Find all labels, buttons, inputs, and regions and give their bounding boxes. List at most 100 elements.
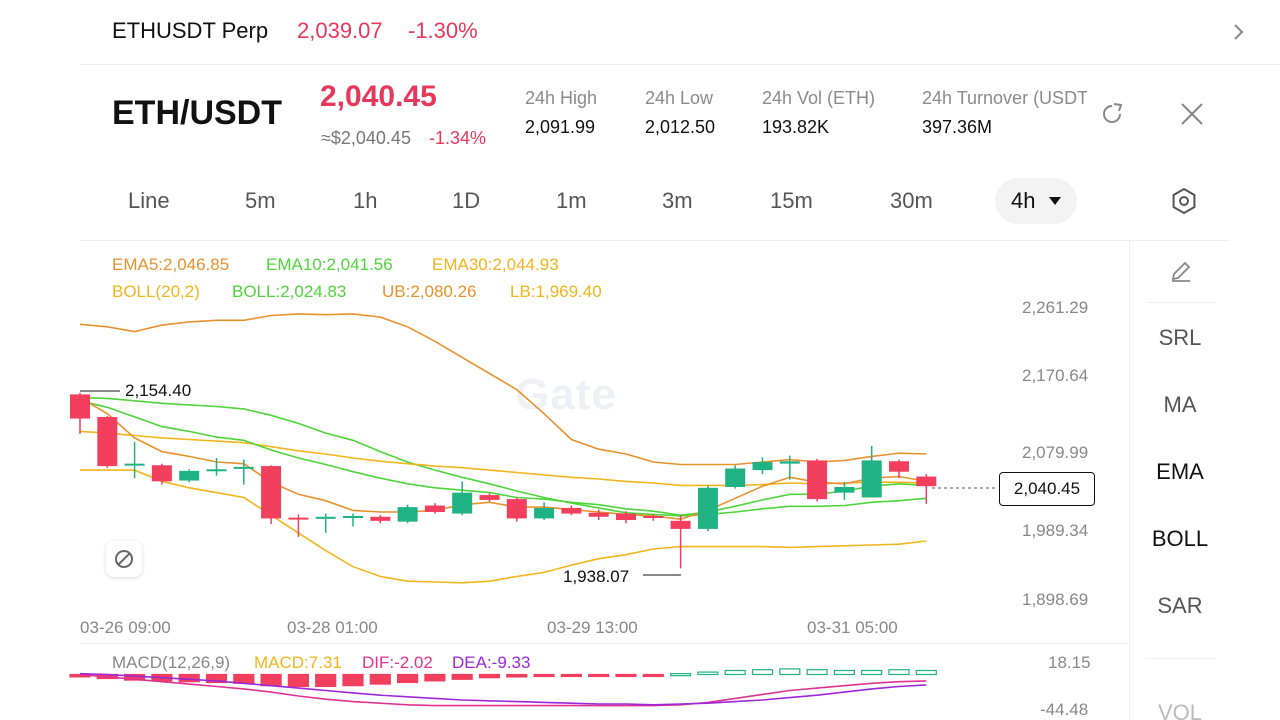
candle-body — [97, 416, 118, 467]
legend-ema5: EMA5:2,046.85 — [112, 255, 230, 274]
candle-body — [752, 462, 773, 471]
candle-body — [124, 463, 145, 466]
contract-change: -1.30% — [408, 18, 478, 43]
top-bar[interactable]: ETHUSDT Perp 2,039.07 -1.30% — [0, 0, 1280, 64]
boll-mid-line — [79, 396, 927, 517]
ema10-line — [79, 400, 927, 517]
macd-bar — [861, 669, 883, 676]
last-price: 2,040.45 — [320, 80, 437, 113]
share-icon[interactable] — [1098, 100, 1126, 128]
stat-high: 24h High 2,091.99 — [525, 88, 598, 137]
macd-bar — [888, 669, 910, 676]
close-icon[interactable] — [1178, 100, 1206, 128]
contract-price: 2,039.07 — [297, 18, 383, 43]
candle-body — [179, 470, 200, 481]
macd-y-tick: 18.15 — [1048, 653, 1091, 672]
tab-line[interactable]: Line — [128, 188, 170, 213]
legend-ub: UB:2,080.26 — [382, 282, 477, 301]
candle-body — [261, 466, 282, 519]
divider — [80, 64, 1280, 65]
macd-bar — [697, 671, 719, 676]
tab-3m[interactable]: 3m — [662, 188, 693, 213]
tab-5m[interactable]: 5m — [245, 188, 276, 213]
macd-bar — [560, 673, 583, 678]
tab-30m[interactable]: 30m — [890, 188, 933, 213]
dea-line — [79, 672, 927, 706]
divider — [80, 643, 1128, 644]
candle-body — [670, 520, 691, 529]
legend-lb: LB:1,969.40 — [510, 282, 602, 301]
ema5-line — [79, 396, 927, 521]
x-tick: 03-31 05:00 — [807, 618, 898, 637]
macd-bar — [342, 673, 364, 687]
candle-body — [424, 505, 445, 512]
gate-watermark: Gate — [515, 370, 617, 419]
tab-4h-selected[interactable]: 4h — [995, 178, 1077, 224]
settings-icon[interactable] — [1169, 186, 1199, 216]
stat-volume: 24h Vol (ETH) 193.82K — [762, 88, 876, 137]
indicator-sar[interactable]: SAR — [1157, 593, 1203, 618]
tab-15m[interactable]: 15m — [770, 188, 813, 213]
candle-body — [561, 507, 582, 514]
x-tick: 03-26 09:00 — [80, 618, 171, 637]
macd-bar — [315, 673, 337, 688]
indicator-srl[interactable]: SRL — [1158, 325, 1202, 350]
tab-1m[interactable]: 1m — [556, 188, 587, 213]
candle-body — [916, 476, 937, 487]
macd-bar — [833, 669, 856, 676]
candle-body — [616, 513, 636, 521]
candle-body — [861, 460, 882, 498]
pair-title: ETH/USDT — [112, 94, 282, 132]
macd-bar — [642, 673, 664, 678]
x-tick: 03-28 01:00 — [287, 618, 378, 637]
candle-body — [479, 495, 500, 500]
stat-low: 24h Low 2,012.50 — [645, 88, 716, 137]
chevron-right-icon[interactable] — [1226, 20, 1250, 44]
indicator-sidebar: SRL MA EMA BOLL SAR VOL — [1129, 240, 1231, 720]
candle-body — [452, 492, 473, 514]
indicator-boll[interactable]: BOLL — [1151, 526, 1209, 551]
macd-bar — [369, 673, 391, 685]
macd-bar — [424, 673, 446, 682]
macd-bar — [669, 673, 692, 677]
macd-bar — [751, 669, 774, 676]
chart-tool-button[interactable] — [106, 541, 142, 577]
macd-bar — [806, 669, 828, 676]
candle-body — [725, 468, 746, 488]
approx-usd: ≈$2,040.45 — [321, 128, 411, 148]
y-tick: 1,898.69 — [1022, 590, 1089, 609]
tab-1h[interactable]: 1h — [353, 188, 378, 213]
indicator-vol[interactable]: VOL — [1157, 700, 1203, 720]
candle-body — [397, 507, 418, 522]
indicator-ema[interactable]: EMA — [1156, 459, 1204, 484]
macd-bar — [178, 673, 200, 683]
legend-ema30: EMA30:2,044.93 — [432, 255, 559, 274]
macd-bar — [205, 673, 228, 684]
macd-bar — [478, 673, 501, 679]
contract-symbol[interactable]: ETHUSDT Perp — [112, 18, 269, 43]
low-label: 1,938.07 — [563, 567, 630, 586]
current-price-tag: 2,040.45 — [999, 472, 1095, 506]
candle-body — [834, 487, 855, 493]
legend-dea: DEA:-9.33 — [452, 653, 531, 672]
candle-body — [206, 469, 227, 472]
candle-body — [343, 515, 363, 518]
candle-body — [643, 515, 664, 518]
macd-bar — [779, 668, 801, 676]
indicator-ma[interactable]: MA — [1163, 392, 1197, 417]
legend-dif: DIF:-2.02 — [362, 653, 433, 672]
boll-upper-line — [79, 313, 927, 466]
boll-lower-line — [80, 469, 927, 584]
candlestick-chart[interactable] — [0, 240, 1128, 720]
macd-bar — [397, 673, 419, 684]
y-tick: 2,261.29 — [1022, 298, 1089, 317]
legend-macd-value: MACD:7.31 — [254, 653, 342, 672]
macd-bar — [260, 673, 282, 687]
candle-body — [697, 487, 718, 529]
candle-body — [506, 499, 527, 519]
ema30-line — [79, 430, 927, 487]
divider — [80, 240, 1230, 241]
pen-icon[interactable] — [1168, 258, 1194, 284]
candle-body — [534, 507, 555, 519]
tab-1d[interactable]: 1D — [452, 188, 481, 213]
